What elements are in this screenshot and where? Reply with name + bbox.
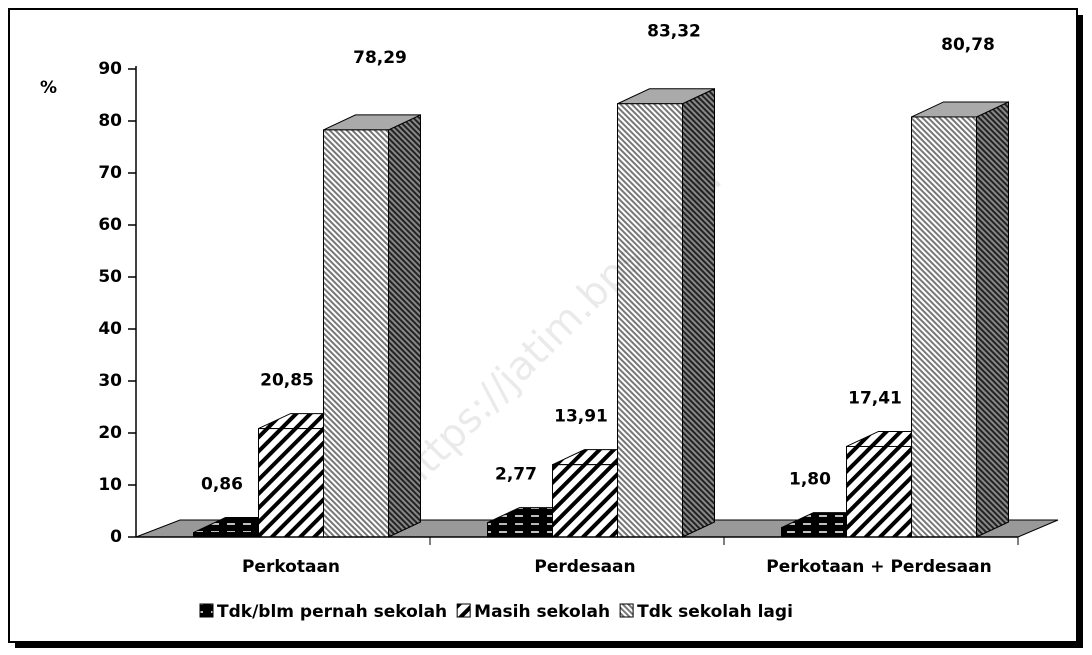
bar-front: [487, 522, 553, 538]
bar: [617, 87, 715, 538]
value-label: 83,32: [647, 22, 701, 42]
bar-side: [682, 87, 715, 538]
y-tick-label: 60: [98, 215, 122, 235]
value-label: 17,41: [848, 388, 902, 408]
value-label: 0,86: [201, 475, 243, 495]
legend-swatch: [456, 603, 471, 618]
y-tick-label: 20: [98, 423, 122, 443]
y-tick-label: 50: [98, 267, 122, 287]
value-label: 78,29: [353, 48, 407, 68]
value-label: 20,85: [260, 371, 314, 391]
y-axis-label: %: [40, 78, 57, 98]
x-tick-label: Perdesaan: [534, 557, 635, 577]
x-tick-label: Perkotaan + Perdesaan: [766, 557, 991, 577]
value-label: 13,91: [554, 407, 608, 427]
legend-swatch: [619, 603, 634, 618]
value-label: 80,78: [941, 35, 995, 55]
bar-front: [911, 116, 977, 538]
bar-side: [976, 101, 1009, 538]
value-label: 1,80: [789, 470, 831, 490]
bar: [911, 101, 1009, 538]
bar-front: [323, 129, 389, 538]
bar-front: [846, 445, 912, 538]
y-tick-label: 90: [98, 59, 122, 79]
value-label: 2,77: [495, 465, 537, 485]
legend-swatch: [199, 603, 214, 618]
x-tick-label: Perkotaan: [242, 557, 340, 577]
y-tick-label: 30: [98, 371, 122, 391]
legend-label: Masih sekolah: [474, 602, 610, 622]
legend-label: Tdk/blm pernah sekolah: [217, 602, 447, 622]
plot: [193, 87, 1009, 538]
y-tick-label: 80: [98, 111, 122, 131]
y-tick-label: 0: [110, 527, 122, 547]
y-tick-label: 70: [98, 163, 122, 183]
legend-label: Tdk sekolah lagi: [637, 602, 793, 622]
bar-front: [552, 464, 618, 538]
y-tick-label: 40: [98, 319, 122, 339]
y-tick-label: 10: [98, 475, 122, 495]
bar-front: [617, 103, 683, 538]
bar: [323, 114, 421, 538]
bar-front: [781, 527, 847, 538]
bar-front: [258, 428, 324, 538]
